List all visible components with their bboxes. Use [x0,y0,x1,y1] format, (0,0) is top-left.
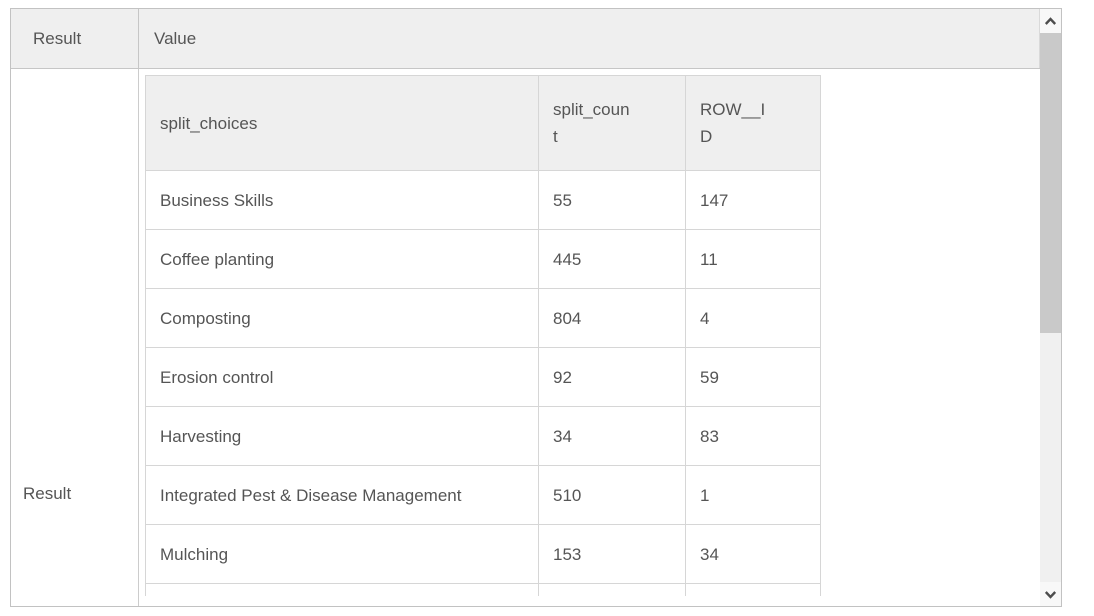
scroll-down-button[interactable] [1040,582,1061,606]
cell-split-count: 55 [538,169,686,231]
inner-data-table: split_choices split_count ROW__ID Busine… [145,75,821,596]
result-row-header-cell: Result [11,69,139,606]
col-header-split-choices: split_choices [145,75,539,171]
col-header-split-choices-label: split_choices [160,114,258,133]
cell-split-count: 804 [538,288,686,349]
cell-split-choices: Mulching [145,524,539,585]
outer-table-header: Result Value [11,9,1040,69]
scrollbar-thumb[interactable] [1040,33,1061,333]
cell-split-count: 510 [538,465,686,526]
cell-row-id: 34 [685,524,821,585]
cell-text: Business Skills [160,191,274,211]
cell-text: Composting [160,309,251,329]
cell-split-choices: Erosion control [145,347,539,408]
cell-row-id: 147 [685,169,821,231]
cell-text: Integrated Pest & Disease Management [160,486,462,506]
result-row-label: Result [23,484,72,503]
value-cell: split_choices split_count ROW__ID Busine… [139,69,1040,606]
cell-row-id: 11 [685,229,821,290]
cell-text: Mulching [160,545,229,565]
cell-split-count: 92 [538,347,686,408]
cell-split-choices: Composting [145,288,539,349]
table-row: Coffee planting 445 11 [145,229,821,290]
cell-text: Coffee planting [160,250,275,270]
col-header-row-id-label: ROW__ID [700,100,766,146]
outer-table-body: Result split_choices split_count ROW__ID [11,69,1040,606]
table-row: Mulching 153 34 [145,524,821,585]
chevron-up-icon [1044,16,1057,25]
cell-text: Harvesting [160,427,242,447]
col-header-split-count-label: split_count [553,100,630,146]
cell-row-id [685,583,821,596]
result-column-header: Result [11,9,139,68]
cell-row-id: 83 [685,406,821,467]
scroll-up-button[interactable] [1040,9,1061,33]
cell-row-id: 4 [685,288,821,349]
cell-split-count [538,583,686,596]
cell-split-choices: Integrated Pest & Disease Management [145,465,539,526]
cell-split-choices: Harvesting [145,406,539,467]
cell-split-choices: Coffee planting [145,229,539,290]
vertical-scrollbar[interactable] [1040,9,1061,606]
cell-split-count: 445 [538,229,686,290]
col-header-row-id: ROW__ID [685,75,821,171]
table-row: Integrated Pest & Disease Management 510… [145,465,821,526]
value-column-header: Value [139,9,1040,68]
cell-row-id: 59 [685,347,821,408]
cell-split-choices [145,583,539,596]
table-row: Business Skills 55 147 [145,169,821,231]
chevron-down-icon [1044,590,1057,599]
col-header-split-count: split_count [538,75,686,171]
results-panel: Result Value Result split_choices split_… [10,8,1062,607]
cell-split-count: 153 [538,524,686,585]
table-row: Erosion control 92 59 [145,347,821,408]
partial-row [145,583,821,596]
cell-row-id: 1 [685,465,821,526]
cell-split-choices: Business Skills [145,169,539,231]
cell-text: Erosion control [160,368,274,388]
results-content: Result Value Result split_choices split_… [11,9,1040,606]
table-row: Composting 804 4 [145,288,821,349]
inner-header-row: split_choices split_count ROW__ID [145,75,821,171]
table-row: Harvesting 34 83 [145,406,821,467]
cell-split-count: 34 [538,406,686,467]
